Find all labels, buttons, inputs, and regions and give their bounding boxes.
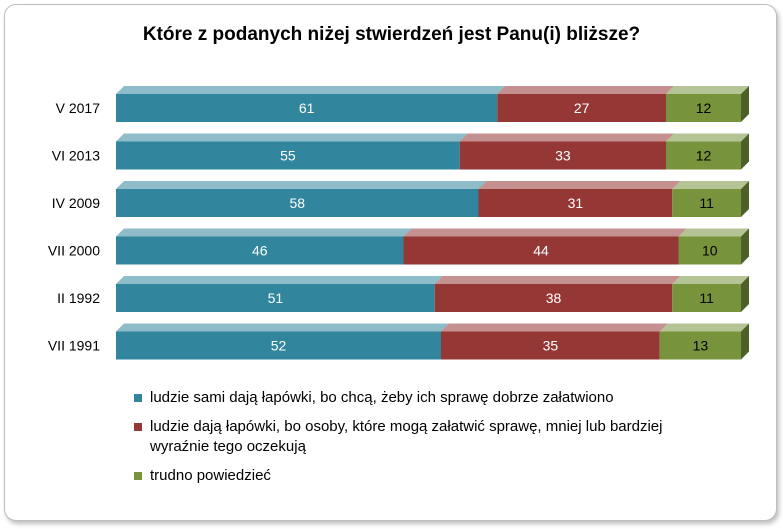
- bar-side-c5: [741, 323, 749, 360]
- bar-s2-c2: [672, 189, 741, 217]
- category-label-0: V 2017: [56, 100, 101, 116]
- bar-top-s0-c0: [116, 86, 506, 94]
- bar-top-s1-c5: [441, 323, 668, 332]
- bar-s0-c2: [116, 189, 479, 217]
- bar-top-s1-c1: [459, 133, 674, 142]
- bar-top-s0-c5: [116, 323, 449, 332]
- bar-side-c3: [741, 228, 749, 265]
- bar-side-c4: [741, 276, 749, 312]
- legend-label-series-1: ludzie dają łapówki, bo osoby, które mog…: [150, 418, 663, 455]
- bar-s2-c0: [666, 94, 741, 122]
- value-label-s1-c0: 27: [574, 100, 590, 116]
- value-label-s0-c1: 55: [280, 148, 296, 164]
- value-label-s0-c5: 52: [271, 338, 287, 354]
- legend-label-series-0: ludzie sami dają łapówki, bo chcą, żeby …: [150, 389, 614, 406]
- value-label-s0-c4: 51: [268, 290, 284, 306]
- bar-s2-c1: [666, 141, 741, 170]
- bar-s0-c3: [116, 236, 404, 265]
- value-label-s2-c2: 11: [699, 195, 714, 211]
- bar-s1-c3: [403, 236, 679, 265]
- bar-top-s2-c1: [666, 133, 749, 142]
- bar-top-s0-c3: [116, 228, 412, 237]
- bar-s1-c1: [459, 141, 666, 170]
- value-label-s0-c3: 46: [252, 243, 268, 259]
- value-label-s1-c4: 38: [546, 290, 562, 306]
- category-label-4: II 1992: [57, 290, 100, 306]
- bar-top-s2-c5: [659, 323, 749, 332]
- legend-swatch-series-1: [134, 423, 142, 431]
- bar-s1-c4: [434, 284, 673, 312]
- bar-s0-c0: [116, 94, 498, 122]
- bar-s2-c3: [678, 236, 741, 265]
- bar-top-s1-c4: [434, 276, 681, 284]
- category-label-1: VI 2013: [52, 148, 100, 164]
- value-label-s0-c2: 58: [289, 195, 305, 211]
- chart-title: Które z podanych niżej stwierdzeń jest P…: [142, 24, 641, 45]
- bar-top-s2-c2: [672, 181, 749, 189]
- bar-top-s1-c0: [497, 86, 674, 94]
- legend-item-series-0: ludzie sami dają łapówki, bo chcą, żeby …: [134, 388, 734, 408]
- value-label-s2-c4: 11: [699, 290, 714, 306]
- bar-top-s1-c2: [478, 181, 681, 189]
- bar-top-s2-c4: [672, 276, 749, 284]
- value-label-s1-c5: 35: [543, 338, 559, 354]
- legend-label-series-2: trudno powiedzieć: [150, 467, 271, 484]
- value-label-s0-c0: 61: [299, 100, 315, 116]
- bar-side-c2: [741, 181, 749, 217]
- bar-s1-c0: [497, 94, 666, 122]
- bar-top-s0-c2: [116, 181, 487, 189]
- bar-top-s0-c1: [116, 133, 468, 142]
- value-label-s1-c3: 44: [533, 243, 549, 259]
- bar-s0-c1: [116, 141, 460, 170]
- bar-s0-c5: [116, 331, 441, 360]
- category-label-5: VII 1991: [48, 338, 100, 354]
- category-label-2: IV 2009: [52, 195, 100, 211]
- bar-top-s0-c4: [116, 276, 443, 284]
- legend: ludzie sami dają łapówki, bo chcą, żeby …: [134, 388, 734, 495]
- value-label-s2-c5: 13: [693, 338, 709, 354]
- bar-s1-c2: [478, 189, 673, 217]
- legend-item-series-2: trudno powiedzieć: [134, 466, 734, 486]
- value-label-s2-c3: 10: [702, 243, 718, 259]
- value-label-s2-c1: 12: [696, 148, 712, 164]
- value-label-s1-c2: 31: [568, 195, 584, 211]
- category-label-3: VII 2000: [48, 243, 100, 259]
- bar-top-s2-c0: [666, 86, 749, 94]
- bar-s2-c4: [672, 284, 741, 312]
- bar-side-c1: [741, 133, 749, 170]
- legend-swatch-series-2: [134, 472, 142, 480]
- bar-top-s2-c3: [678, 228, 749, 237]
- bar-top-s1-c3: [403, 228, 687, 237]
- bar-s0-c4: [116, 284, 435, 312]
- bar-s2-c5: [659, 331, 741, 360]
- bar-s1-c5: [441, 331, 660, 360]
- value-label-s1-c1: 33: [555, 148, 571, 164]
- bar-side-c0: [741, 86, 749, 122]
- legend-item-series-1: ludzie dają łapówki, bo osoby, które mog…: [134, 417, 734, 457]
- legend-swatch-series-0: [134, 394, 142, 402]
- value-label-s2-c0: 12: [696, 100, 712, 116]
